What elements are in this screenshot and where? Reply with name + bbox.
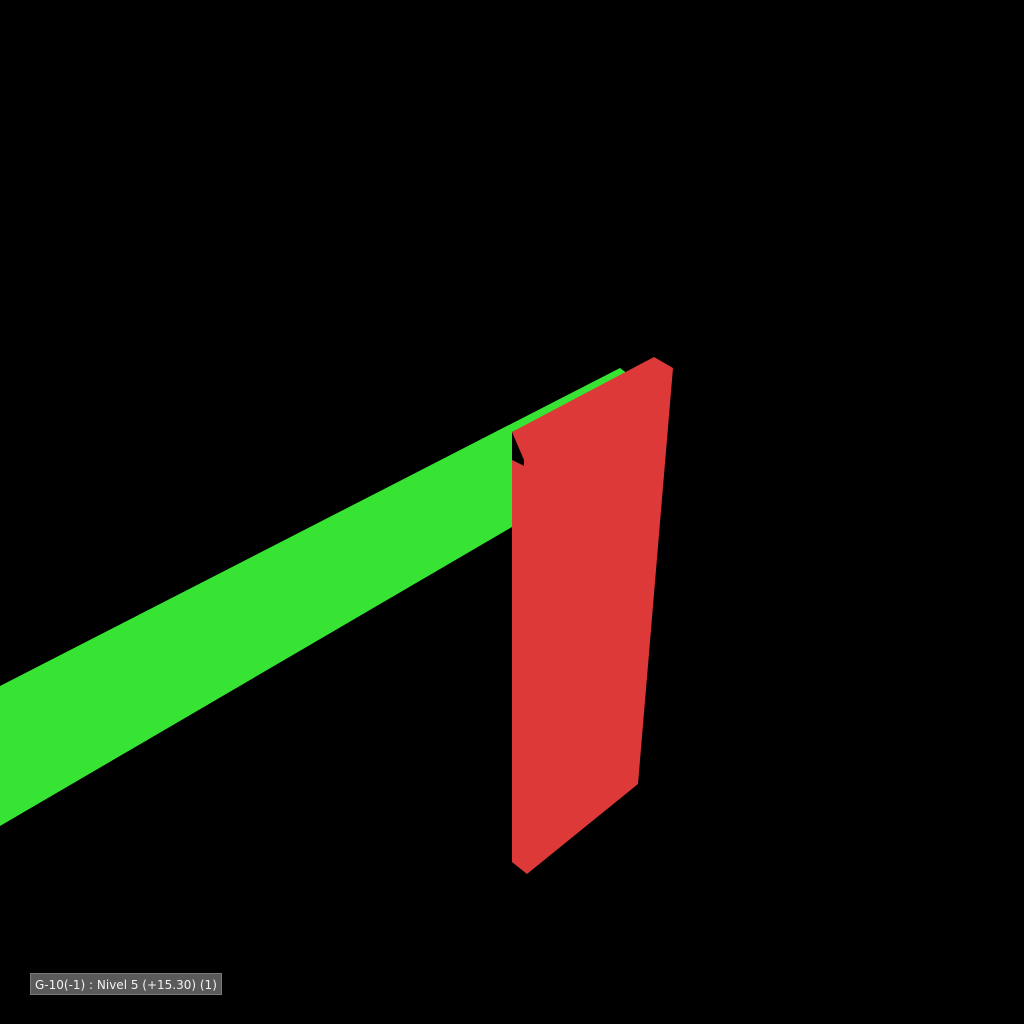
green-beam[interactable] — [0, 368, 628, 826]
selected-element-label: G-10(-1) : Nivel 5 (+15.30) (1) — [30, 973, 222, 995]
red-column[interactable] — [512, 357, 673, 874]
